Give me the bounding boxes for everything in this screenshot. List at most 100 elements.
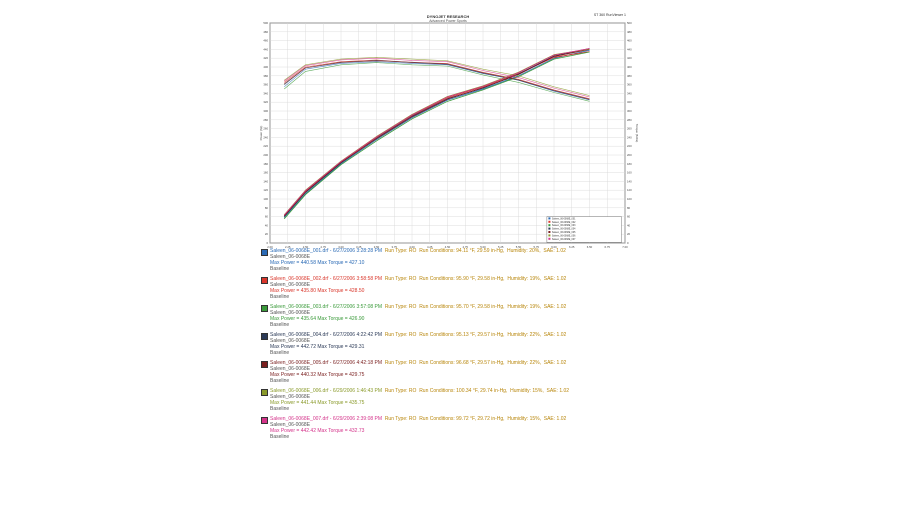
run-conditions: Run Conditions: 94.11 °F, 29.59 in-Hg, [419,248,505,254]
x-tick-label: 5.25 [498,245,504,248]
run-entry: Saleen_06-0068E_005.drf - 6/27/2006 4:42… [261,360,630,384]
y2-tick-label: 340 [627,91,632,95]
run-conditions: Run Conditions: 95.90 °F, 29.58 in-Hg, [419,276,505,282]
y2-tick-label: 380 [627,74,632,78]
run-sae: SAE: 1.02 [543,416,567,422]
legend-entry: Saleen_06-0068E_004 [552,229,576,231]
run-type: Run Type: RO [384,388,417,394]
y2-tick-label: 460 [627,39,632,43]
run-note: Baseline [270,378,290,384]
run-conditions: Run Conditions: 95.13 °F, 29.57 in-Hg, [419,332,505,338]
run-type: Run Type: RO [384,360,417,366]
chart-title: DYNOJET RESEARCH [426,14,470,19]
y-tick-label: 260 [263,127,268,131]
x-tick-label: 5.00 [480,245,486,248]
run-note: Baseline [270,350,290,356]
run-max-values: Max Power = 440.32 Max Torque = 429.75 [270,372,365,378]
y2-tick-label: 100 [627,197,632,201]
run-sae: SAE: 1.02 [543,276,567,282]
run-file: Saleen_06-0068E_007.drf - 6/29/2006 2:39… [270,416,383,422]
y2-tick-label: 0 [627,241,629,245]
y2-tick-label: 320 [627,100,632,104]
run-note: Baseline [270,322,290,328]
run-max-values: Max Power = 442.42 Max Torque = 432.73 [270,428,365,434]
y-tick-label: 180 [263,162,268,166]
x-tick-label: 2.50 [303,245,309,248]
run-color-swatch [261,361,268,368]
run-vehicle: Saleen_06-0068E [270,394,311,400]
y-tick-label: 500 [263,21,268,25]
power-line [283,49,590,217]
run-header-line: Saleen_06-0068E_001.drf - 6/27/2006 3:28… [270,248,630,254]
y-tick-label: 280 [263,118,268,122]
run-humidity: Humidity: 19%, [507,304,541,310]
x-tick-label: 4.75 [463,245,469,248]
run-file: Saleen_06-0068E_001.drf - 6/27/2006 3:28… [270,248,383,254]
legend-entry: Saleen_06-0068E_007 [552,239,576,241]
run-vehicle: Saleen_06-0068E [270,254,311,260]
y-tick-label: 160 [263,171,268,175]
x-tick-label: 6.00 [551,245,557,248]
x-tick-label: 2.25 [285,245,291,248]
run-vehicle: Saleen_06-0068E [270,310,311,316]
run-file: Saleen_06-0068E_002.drf - 6/27/2006 3:58… [270,276,383,282]
y-tick-label: 360 [263,83,268,87]
run-max-values: Max Power = 442.72 Max Torque = 429.31 [270,344,365,350]
run-note: Baseline [270,294,290,300]
run-humidity: Humidity: 15%, [510,388,544,394]
x-tick-label: 4.25 [427,245,433,248]
y2-tick-label: 200 [627,153,632,157]
x-tick-label: 5.50 [516,245,522,248]
torque-line [284,62,590,102]
y2-tick-label: 220 [627,144,632,148]
y-tick-label: 420 [263,56,268,60]
x-tick-label: 6.50 [587,245,593,248]
y-axis-label: Power (hp) [259,126,263,141]
run-entry: Saleen_06-0068E_002.drf - 6/27/2006 3:58… [261,276,630,300]
run-color-swatch [261,277,268,284]
run-header-line: Saleen_06-0068E_005.drf - 6/27/2006 4:42… [270,360,630,366]
legend-swatch [548,224,551,227]
dyno-chart: 2.00 2.25 2.50 2.75 3.00 3.25 3.50 3.75 4.00 4.25… [259,21,638,248]
x-tick-label: 4.50 [445,245,451,248]
power-line [283,48,590,216]
run-color-swatch [261,417,268,424]
run-vehicle: Saleen_06-0068E [270,422,311,428]
run-entry: Saleen_06-0068E_007.drf - 6/29/2006 2:39… [261,416,630,440]
run-sae: SAE: 1.02 [543,360,567,366]
legend-entry: Saleen_06-0068E_001 [552,218,576,220]
legend-entry: Saleen_06-0068E_003 [552,225,576,227]
legend-swatch [548,231,551,233]
y2-tick-label: 240 [627,135,632,139]
run-humidity: Humidity: 15%, [507,416,541,422]
power-line [283,49,590,218]
run-header-line: Saleen_06-0068E_003.drf - 6/27/2006 3:57… [270,304,630,310]
y-tick-label: 240 [263,135,268,139]
run-note: Baseline [270,266,290,272]
x-tick-label: 6.75 [605,245,611,248]
run-header-line: Saleen_06-0068E_004.drf - 6/27/2006 4:22… [270,332,630,338]
y2-tick-label: 280 [627,118,632,122]
run-conditions: Run Conditions: 96.68 °F, 29.57 in-Hg, [419,360,505,366]
legend-swatch [548,217,551,220]
y-tick-label: 20 [265,232,269,236]
run-type: Run Type: RO [384,248,417,254]
run-color-swatch [261,305,268,312]
chart-legend [546,216,622,243]
run-header-line: Saleen_06-0068E_002.drf - 6/27/2006 3:58… [270,276,630,282]
y2-tick-label: 260 [627,127,632,131]
run-file: Saleen_06-0068E_005.drf - 6/27/2006 4:42… [270,360,383,366]
run-note: Baseline [270,434,290,440]
y-tick-label: 80 [265,206,269,210]
x-tick-label: 6.25 [569,245,575,248]
run-conditions: Run Conditions: 100.34 °F, 29.74 in-Hg, [419,388,508,394]
x-tick-label: 7.00 [622,245,628,248]
y2-tick-label: 440 [627,47,632,51]
y2-tick-label: 480 [627,30,632,34]
y-tick-label: 220 [263,144,268,148]
y2-tick-label: 500 [627,21,632,25]
run-humidity: Humidity: 19%, [507,276,541,282]
x-tick-label: 4.00 [409,245,415,248]
run-sae: SAE: 1.02 [543,248,566,254]
y-tick-label: 100 [263,197,268,201]
